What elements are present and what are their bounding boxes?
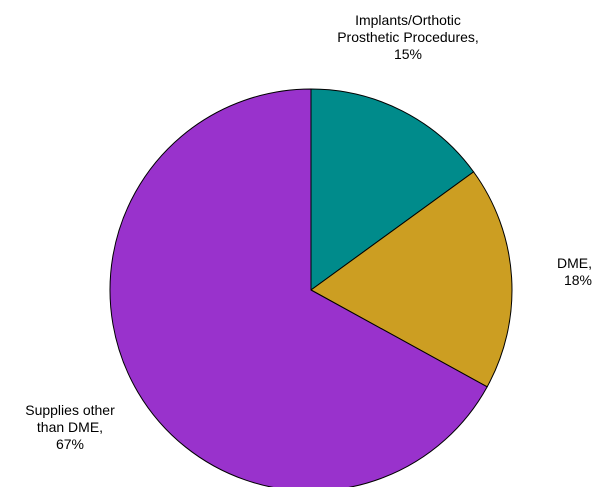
pie-slices xyxy=(109,88,513,487)
pie-label-line: than DME, xyxy=(37,419,103,435)
pie-label-implants-orthotic-prosthetic-procedures: Implants/Orthotic Prosthetic Procedures, 1… xyxy=(337,12,479,62)
pie-labels: Implants/Orthotic Prosthetic Procedures, 1… xyxy=(25,12,592,452)
pie-slice-supplies-other-than-dme xyxy=(109,88,488,487)
pie-label-line: 15% xyxy=(394,46,422,62)
pie-label-line: Prosthetic Procedures, xyxy=(337,29,479,45)
pie-label-line: Supplies other xyxy=(25,402,115,418)
pie-label-line: DME, xyxy=(557,255,592,271)
pie-label-supplies-other-than-dme: Supplies other than DME, 67% xyxy=(25,402,115,452)
pie-slice-implants-orthotic-prosthetic-procedures xyxy=(310,88,475,291)
pie-slice-dme xyxy=(310,171,513,388)
pie-label-line: 18% xyxy=(564,272,592,288)
pie-label-line: 67% xyxy=(56,436,84,452)
pie-label-line: Implants/Orthotic xyxy=(355,12,461,28)
pie-label-dme: DME, 18% xyxy=(557,255,592,288)
